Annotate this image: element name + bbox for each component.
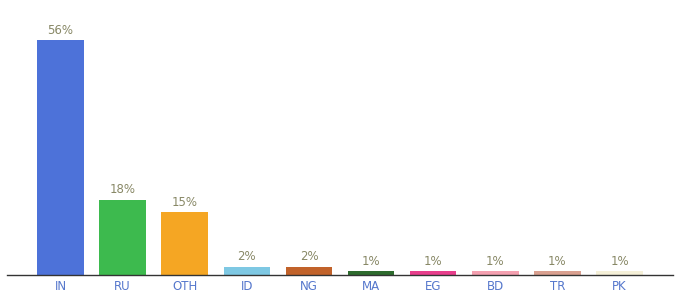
Bar [347, 271, 394, 275]
Bar [286, 267, 333, 275]
Text: 15%: 15% [172, 196, 198, 209]
Bar [596, 271, 643, 275]
Text: 2%: 2% [300, 250, 318, 263]
Bar [224, 267, 270, 275]
Text: 1%: 1% [424, 255, 443, 268]
Bar [161, 212, 208, 275]
Text: 1%: 1% [362, 255, 380, 268]
Bar [534, 271, 581, 275]
Text: 56%: 56% [48, 24, 73, 37]
Bar [37, 40, 84, 275]
Bar [472, 271, 519, 275]
Text: 2%: 2% [237, 250, 256, 263]
Text: 1%: 1% [548, 255, 566, 268]
Bar [410, 271, 456, 275]
Text: 1%: 1% [486, 255, 505, 268]
Text: 1%: 1% [610, 255, 629, 268]
Bar [99, 200, 146, 275]
Text: 18%: 18% [109, 183, 135, 196]
